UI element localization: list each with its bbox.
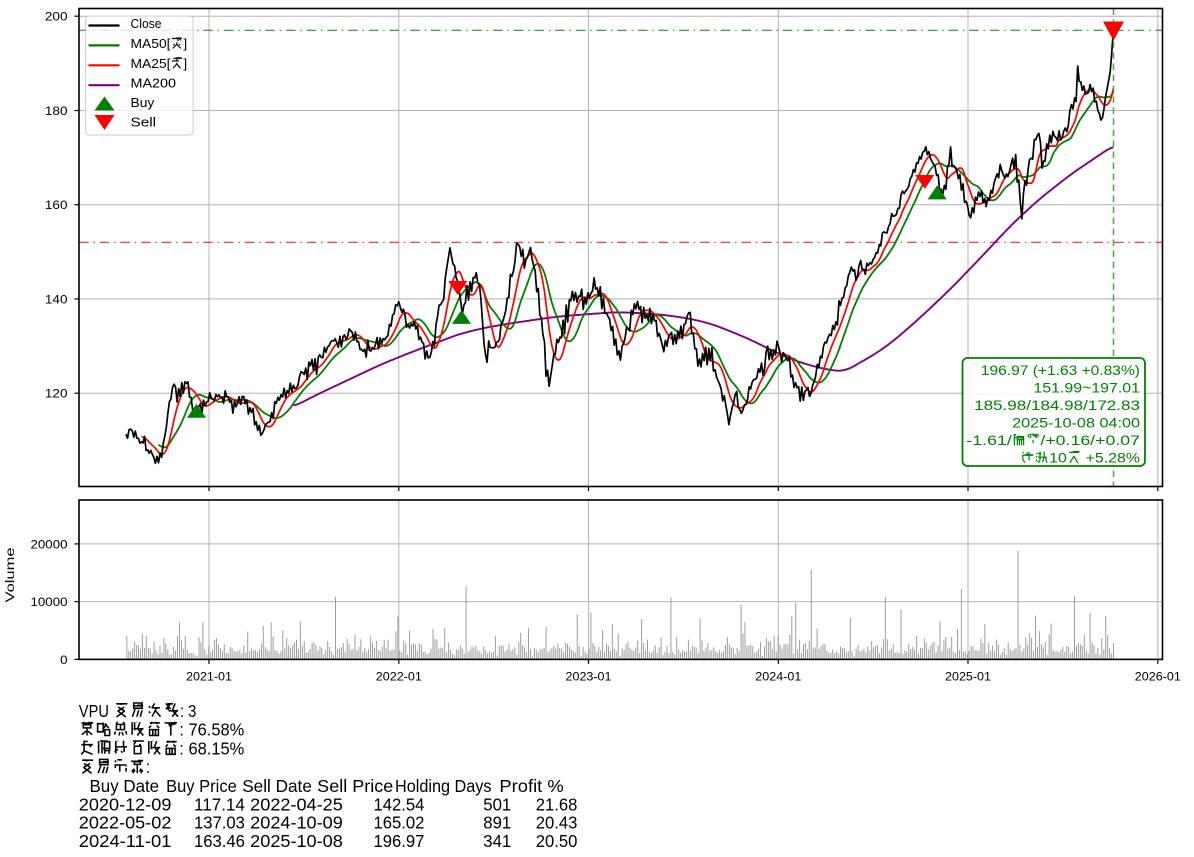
svg-text:]: ] (183, 57, 187, 71)
svg-text:MA25[: MA25[ (131, 57, 172, 71)
svg-text:200: 200 (45, 10, 68, 24)
svg-text:20000: 20000 (31, 537, 68, 551)
svg-text:: 3: : 3 (180, 701, 196, 721)
svg-text:20.43: 20.43 (536, 813, 578, 833)
svg-text:Sell Date: Sell Date (242, 776, 312, 796)
svg-text:120: 120 (45, 387, 68, 401)
svg-text:165.02: 165.02 (374, 813, 425, 833)
svg-text:-1.61/: -1.61/ (966, 432, 1012, 448)
svg-text:Buy Price: Buy Price (166, 776, 237, 796)
svg-text:MA200: MA200 (131, 77, 177, 91)
svg-text:2023-01: 2023-01 (566, 670, 612, 684)
svg-text:Buy: Buy (131, 96, 156, 110)
svg-text::: : (146, 757, 151, 777)
svg-text:501: 501 (483, 794, 511, 814)
svg-text:163.46: 163.46 (194, 831, 245, 851)
svg-text:2022-04-25: 2022-04-25 (250, 794, 343, 814)
svg-text:185.98/184.98/172.83: 185.98/184.98/172.83 (974, 397, 1140, 413)
svg-text:+5.28%: +5.28% (1081, 449, 1140, 465)
svg-text:2026-01: 2026-01 (1135, 670, 1181, 684)
svg-text:: 68.15%: : 68.15% (179, 738, 244, 758)
svg-text:117.14: 117.14 (194, 794, 245, 814)
svg-text:196.97: 196.97 (374, 831, 425, 851)
svg-text:341: 341 (483, 831, 511, 851)
svg-text:Sell: Sell (131, 116, 157, 130)
svg-text:10000: 10000 (31, 595, 68, 609)
svg-text:2024-11-01: 2024-11-01 (79, 831, 172, 851)
svg-text:196.97 (+1.63 +0.83%): 196.97 (+1.63 +0.83%) (981, 362, 1140, 378)
svg-text:]: ] (183, 37, 187, 51)
svg-text:2024-10-09: 2024-10-09 (250, 813, 343, 833)
svg-text:Close: Close (131, 17, 162, 31)
svg-text:VPU: VPU (79, 701, 113, 721)
svg-text:160: 160 (45, 198, 68, 212)
svg-text:Volume: Volume (3, 547, 17, 602)
svg-text:142.54: 142.54 (374, 794, 425, 814)
svg-text:0: 0 (60, 653, 68, 667)
svg-text:2022-05-02: 2022-05-02 (79, 813, 172, 833)
svg-text:10: 10 (1049, 449, 1067, 465)
svg-text:2021-01: 2021-01 (186, 670, 232, 684)
svg-text:891: 891 (483, 813, 511, 833)
svg-text:Profit %: Profit % (499, 776, 563, 796)
svg-text:2025-10-08 04:00: 2025-10-08 04:00 (1012, 414, 1140, 430)
svg-text:/+0.16/+0.07: /+0.16/+0.07 (1040, 432, 1140, 448)
svg-text:Sell Price: Sell Price (317, 776, 393, 796)
svg-text:2020-12-09: 2020-12-09 (79, 794, 172, 814)
svg-text:Holding Days: Holding Days (395, 776, 492, 796)
svg-text:Buy Date: Buy Date (90, 776, 160, 796)
svg-text:137.03: 137.03 (194, 813, 245, 833)
svg-text:140: 140 (45, 292, 68, 306)
svg-text:: 76.58%: : 76.58% (179, 720, 244, 740)
svg-text:151.99~197.01: 151.99~197.01 (1033, 379, 1140, 395)
svg-text:21.68: 21.68 (536, 794, 578, 814)
svg-text:2024-01: 2024-01 (755, 670, 801, 684)
svg-text:2025-10-08: 2025-10-08 (250, 831, 343, 851)
svg-text:2022-01: 2022-01 (376, 670, 422, 684)
svg-text:180: 180 (45, 104, 68, 118)
svg-text:MA50[: MA50[ (131, 37, 172, 51)
svg-text:20.50: 20.50 (536, 831, 578, 851)
svg-text:2025-01: 2025-01 (945, 670, 991, 684)
